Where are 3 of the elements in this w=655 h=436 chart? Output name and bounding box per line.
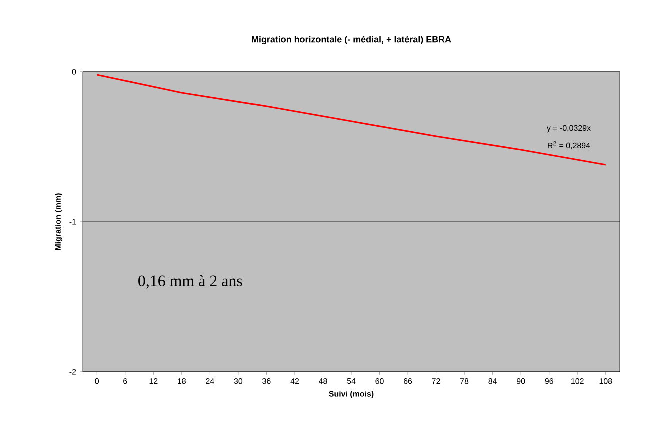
chart-title: Migration horizontale (- médial, + latéral) EBRA <box>252 36 452 45</box>
annotation: 0,16 mm à 2 ans <box>138 275 242 289</box>
line-series <box>96 74 607 166</box>
